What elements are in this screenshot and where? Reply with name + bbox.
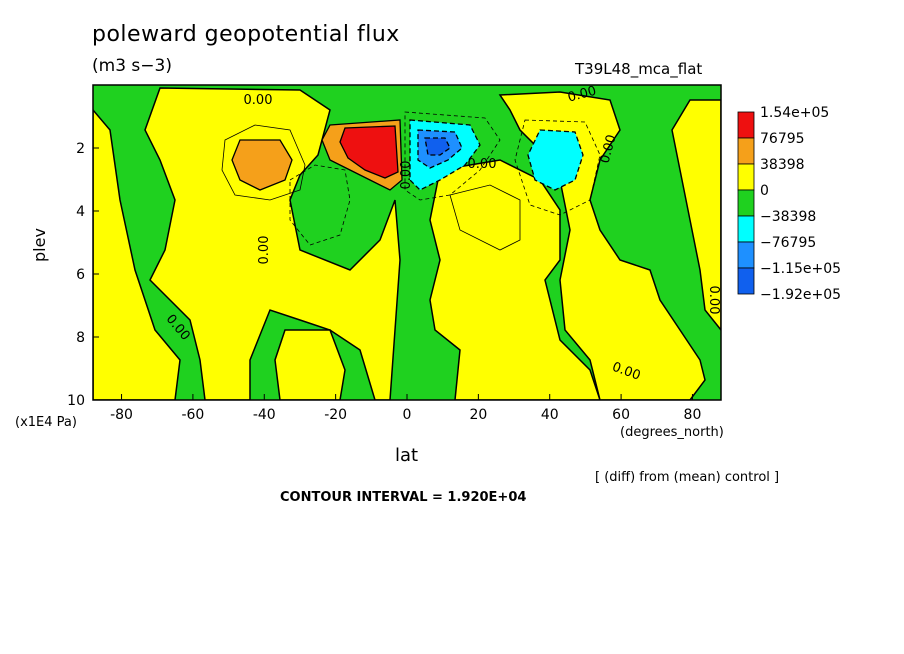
contour-line: [449, 184, 521, 251]
x-tick-label: -80: [110, 407, 133, 423]
x-axis-label: lat: [395, 445, 419, 466]
axis-ticks: -80 -60 -40 -20 0 20 40 60 80 2 4 6 8 10: [67, 141, 701, 423]
contour-value-label: 0.00: [399, 161, 414, 190]
y-tick-label: 4: [76, 204, 85, 220]
orange-cell-west: [231, 139, 293, 191]
x-tick-label: -20: [324, 407, 347, 423]
diff-note: [ (diff) from (mean) control ]: [595, 470, 780, 485]
plot-area: [93, 85, 721, 400]
positive-region-west-low: [93, 108, 181, 400]
contour-interval: CONTOUR INTERVAL = 1.920E+04: [280, 490, 527, 505]
positive-region-east-right: [671, 99, 721, 332]
cyan-cell-east: [527, 129, 584, 191]
x-tick-label: 60: [612, 407, 630, 423]
y-tick-label: 8: [76, 330, 85, 346]
contour-value-label: 0.00: [468, 157, 497, 172]
y-tick-label: 2: [76, 141, 85, 157]
contour-value-label: 0.00: [566, 84, 598, 106]
legend-swatch: [737, 137, 755, 165]
x-tick-label: 0: [403, 407, 412, 423]
legend-label: 0: [760, 183, 769, 199]
y-tick-label: 6: [76, 267, 85, 283]
contour-line: [289, 164, 351, 246]
legend-label: 76795: [760, 131, 805, 147]
legend-swatch: [737, 241, 755, 269]
legend-swatch: [737, 215, 755, 243]
x-tick-label: 20: [469, 407, 487, 423]
legend-label: 1.54e+05: [760, 105, 829, 121]
x-tick-label: 40: [541, 407, 559, 423]
contour-line: [514, 119, 601, 216]
contour-line: [221, 124, 306, 201]
legend-label: −1.15e+05: [760, 261, 841, 277]
x-axis-units: (degrees_north): [620, 425, 724, 440]
contour-line: [404, 111, 501, 201]
x-tick-label: 80: [684, 407, 702, 423]
darkblue-cell-center: [424, 137, 451, 156]
legend-label: −38398: [760, 209, 816, 225]
legend-swatch: [737, 111, 755, 139]
contour-value-label: 0.00: [598, 133, 620, 165]
red-cell-center: [339, 125, 399, 179]
contour-value-label: 0.00: [257, 236, 272, 265]
legend-swatch: [737, 189, 755, 217]
y-axis-units: (x1E4 Pa): [15, 415, 77, 430]
chart-units: (m3 s−3): [92, 56, 172, 76]
x-tick-label: -60: [181, 407, 204, 423]
y-tick-label: 10: [67, 393, 85, 409]
y-axis-label: plev: [30, 228, 49, 262]
chart-title: poleward geopotential flux: [92, 22, 400, 47]
run-label: T39L48_mca_flat: [575, 60, 703, 78]
legend-swatch: [737, 163, 755, 191]
legend-swatch: [737, 267, 755, 295]
legend-label: −76795: [760, 235, 816, 251]
legend-label: 38398: [760, 157, 805, 173]
positive-region-east-mid: [429, 159, 601, 400]
contour-value-label: 0.00: [706, 286, 721, 315]
color-legend: 1.54e+05 76795 38398 0 −38398 −76795 −1.15e+05…: [737, 105, 841, 303]
positive-region-center-low: [274, 329, 346, 400]
x-tick-label: -40: [253, 407, 276, 423]
contour-value-label: 0.00: [244, 93, 273, 108]
legend-label: −1.92e+05: [760, 287, 841, 303]
